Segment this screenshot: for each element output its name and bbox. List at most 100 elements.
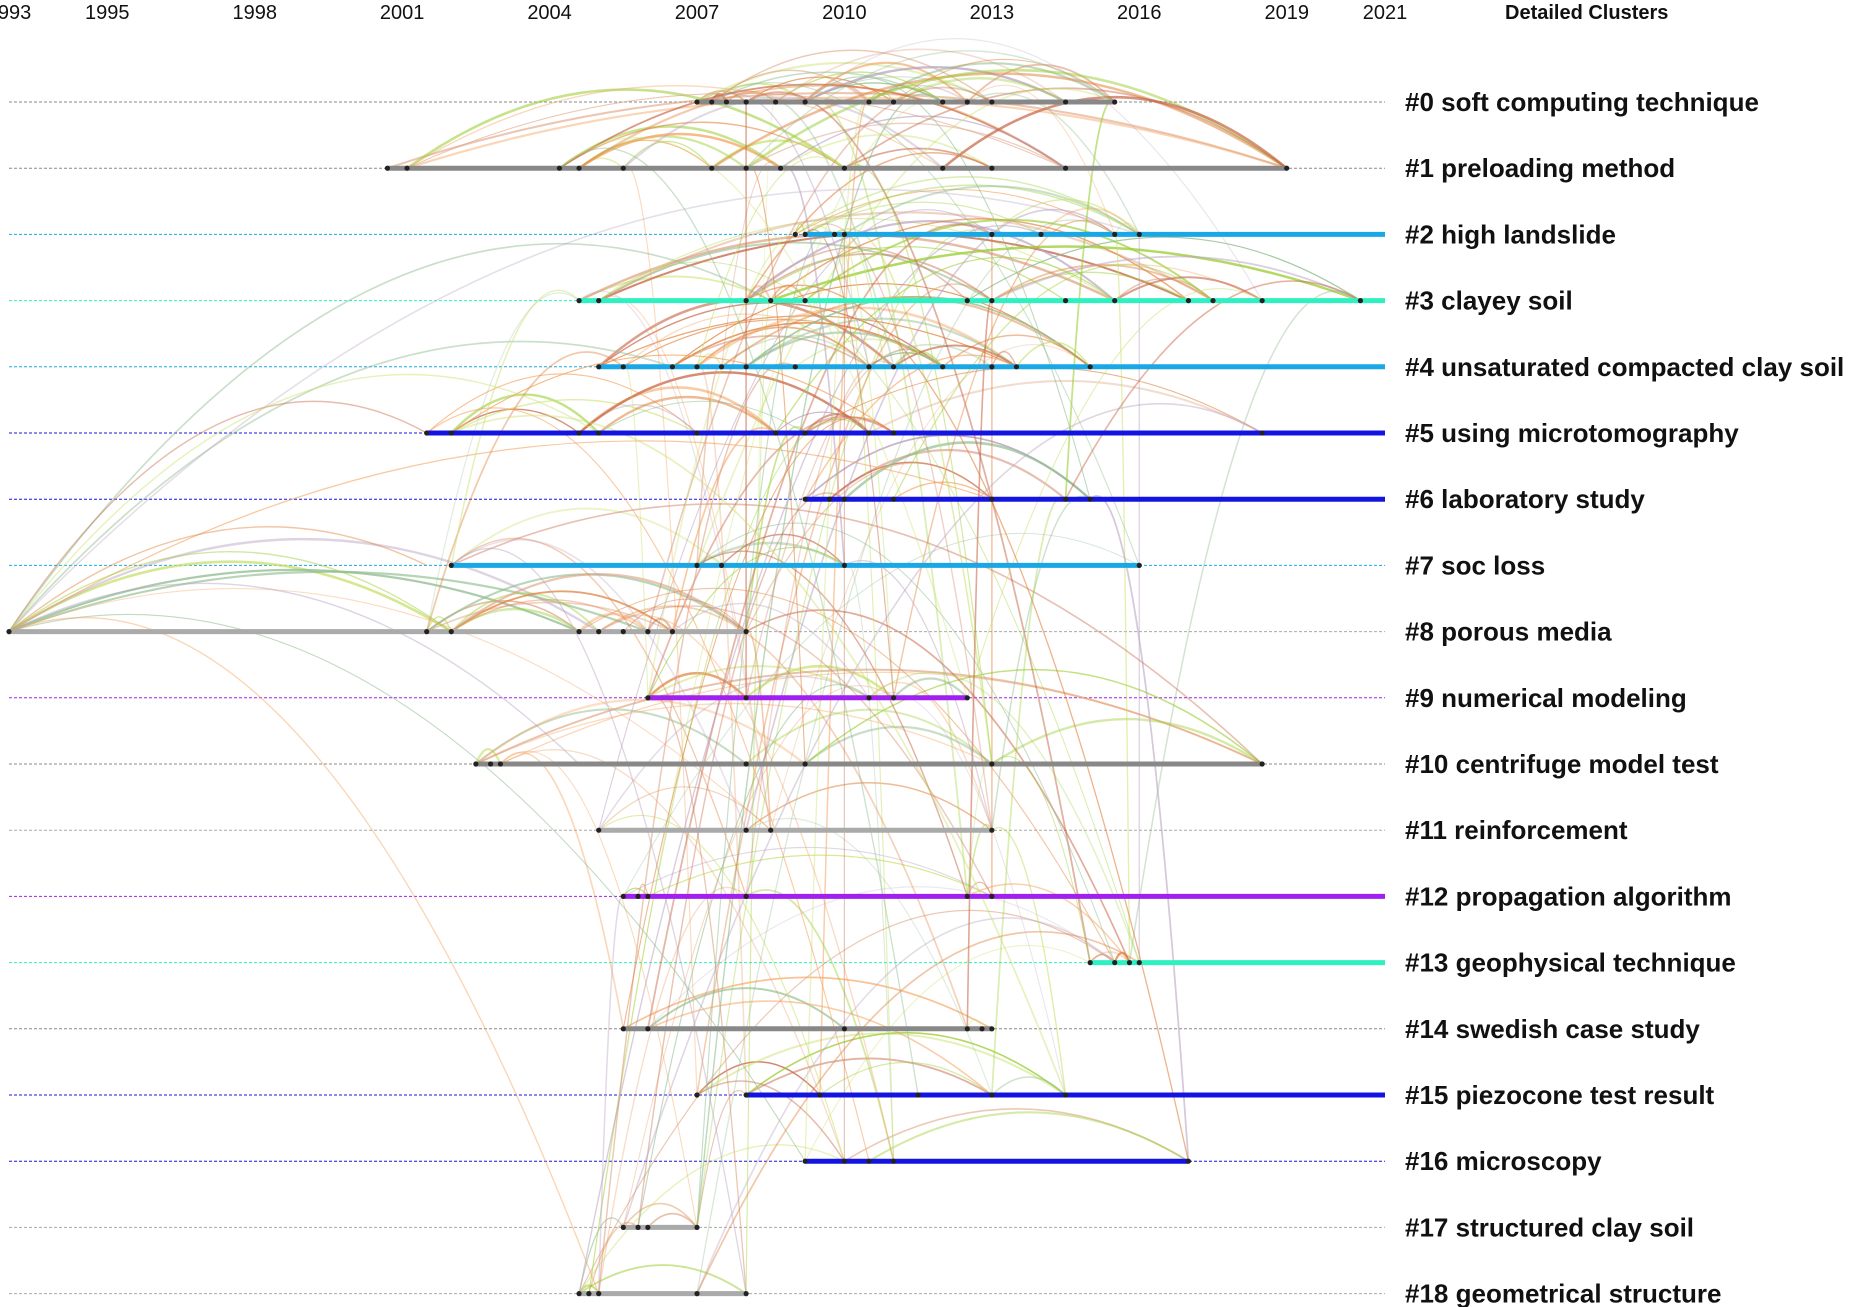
cluster-18-label[interactable]: #18 geometrical structure	[1405, 1279, 1721, 1307]
year-axis: 1993 1995 1998 2001 2004 2007 2010 2013 2016 2019…	[0, 2, 1407, 24]
citation-arc-39	[711, 72, 1288, 170]
citation-arc-243	[622, 533, 1140, 897]
cluster-2-node-5	[1038, 231, 1044, 237]
cluster-13-node-3	[1136, 960, 1142, 966]
cluster-3-label[interactable]: #3 clayey soil	[1405, 286, 1573, 316]
cluster-5-node-4	[694, 430, 700, 436]
citation-arc-150	[475, 668, 1263, 765]
cluster-4-node-7	[866, 364, 872, 370]
cluster-8-node-0	[6, 629, 12, 635]
citation-arc-68	[770, 218, 1189, 302]
cluster-11-node-1	[743, 827, 749, 833]
cluster-0-node-3	[743, 99, 749, 105]
cluster-5-label[interactable]: #5 using microtomography	[1405, 418, 1739, 448]
cluster-2-label[interactable]: #2 high landslide	[1405, 219, 1616, 249]
citation-arc-287	[745, 462, 993, 632]
cluster-3-node-6	[989, 298, 995, 304]
cluster-0-node-8	[940, 99, 946, 105]
citation-arc-112	[775, 411, 870, 434]
cluster-9-node-1	[743, 695, 749, 701]
cluster-3-node-3	[768, 298, 774, 304]
citation-arc-69	[770, 245, 1361, 302]
citation-arc-311	[647, 224, 836, 698]
citation-arc-120	[843, 441, 1091, 501]
cluster-8-label[interactable]: #8 porous media	[1405, 617, 1612, 647]
citation-arc-177	[622, 1202, 698, 1228]
citation-arc-172	[745, 1031, 1067, 1096]
cluster-7-label[interactable]: #7 soc loss	[1405, 550, 1545, 580]
year-tick-1998: 1998	[232, 2, 277, 24]
citation-arc-300	[745, 360, 895, 897]
cluster-0-node-4	[773, 99, 779, 105]
cluster-4-node-8	[890, 364, 897, 370]
cluster-18-node-2	[596, 1291, 602, 1297]
cluster-13-label[interactable]: #13 geophysical technique	[1405, 948, 1736, 978]
citation-arc-122	[450, 507, 723, 567]
cluster-9-label[interactable]: #9 numerical modeling	[1405, 683, 1687, 713]
cluster-16-label[interactable]: #16 microscopy	[1405, 1146, 1602, 1176]
cluster-3-node-12	[1357, 298, 1364, 304]
cluster-8-node-7	[669, 629, 676, 635]
cluster-4-node-9	[940, 364, 946, 370]
cluster-17-label[interactable]: #17 structured clay soil	[1405, 1212, 1694, 1242]
cluster-6-node-5	[1062, 496, 1069, 502]
cluster-1-node-6	[743, 165, 749, 171]
citation-arc-58	[598, 241, 993, 302]
cluster-13-node-1	[1112, 960, 1118, 966]
cluster-1-node-7	[777, 165, 784, 171]
cluster-14-label[interactable]: #14 swedish case study	[1405, 1014, 1700, 1044]
cluster-17-node-2	[645, 1224, 651, 1230]
citation-arc-103	[450, 408, 580, 434]
cluster-10-label[interactable]: #10 centrifuge model test	[1405, 749, 1719, 779]
citation-arc-271	[450, 547, 747, 1294]
citation-arc-292	[637, 684, 870, 1228]
citation-arc-135	[450, 592, 600, 633]
citation-arc-42	[780, 133, 993, 169]
citation-arc-9	[775, 71, 944, 103]
citation-arc-283	[598, 614, 895, 1162]
citation-arc-321	[8, 373, 600, 633]
citation-arc-273	[597, 895, 624, 1294]
citation-arc-250	[745, 889, 895, 1162]
citation-arc-121	[893, 481, 993, 500]
cluster-0-node-0	[694, 99, 700, 105]
cluster-10-node-5	[989, 761, 995, 767]
cluster-2-node-1	[802, 231, 808, 237]
citation-arc-110	[597, 395, 777, 434]
cluster-1-label[interactable]: #1 preloading method	[1405, 153, 1675, 183]
cluster-10-node-0	[473, 761, 479, 767]
cluster-7-node-4	[1136, 562, 1142, 569]
cluster-1-node-4	[620, 165, 626, 171]
cluster-0-label[interactable]: #0 soft computing technique	[1405, 87, 1759, 117]
cluster-4-node-4	[718, 364, 725, 370]
citation-arc-7	[726, 90, 776, 103]
cluster-5-node-1	[448, 430, 454, 436]
cluster-12-label[interactable]: #12 propagation algorithm	[1405, 881, 1732, 911]
citation-arc-193	[745, 50, 1116, 169]
citation-arc-229	[745, 348, 944, 698]
citation-arc-129	[8, 570, 649, 633]
citation-arc-174	[991, 1076, 1067, 1096]
citation-arc-157	[745, 781, 993, 831]
citation-arc-88	[696, 306, 1018, 368]
cluster-8-node-5	[620, 629, 626, 635]
citation-arc-294	[745, 299, 772, 1294]
citation-arc-240	[578, 1144, 845, 1294]
cluster-0-node-5	[802, 99, 808, 105]
citation-arc-154	[804, 668, 1263, 765]
cluster-4-label[interactable]: #4 unsaturated compacted clay soil	[1405, 352, 1844, 382]
cluster-9-node-4	[964, 695, 970, 701]
cluster-4-node-12	[1087, 364, 1093, 370]
cluster-15-label[interactable]: #15 piezocone test result	[1405, 1080, 1715, 1110]
citation-arc-169	[696, 1061, 821, 1096]
cluster-16-node-1	[841, 1158, 848, 1164]
cluster-5-node-5	[773, 430, 779, 436]
citation-arc-98	[893, 344, 1017, 368]
cluster-6-label[interactable]: #6 laboratory study	[1405, 484, 1645, 514]
citation-arc-265	[892, 219, 1116, 698]
citation-arc-284	[966, 92, 1140, 235]
cluster-11-label[interactable]: #11 reinforcement	[1405, 815, 1628, 845]
citation-arc-269	[804, 99, 870, 1162]
citation-arc-92	[745, 317, 1018, 368]
citation-arc-233	[450, 503, 1263, 765]
